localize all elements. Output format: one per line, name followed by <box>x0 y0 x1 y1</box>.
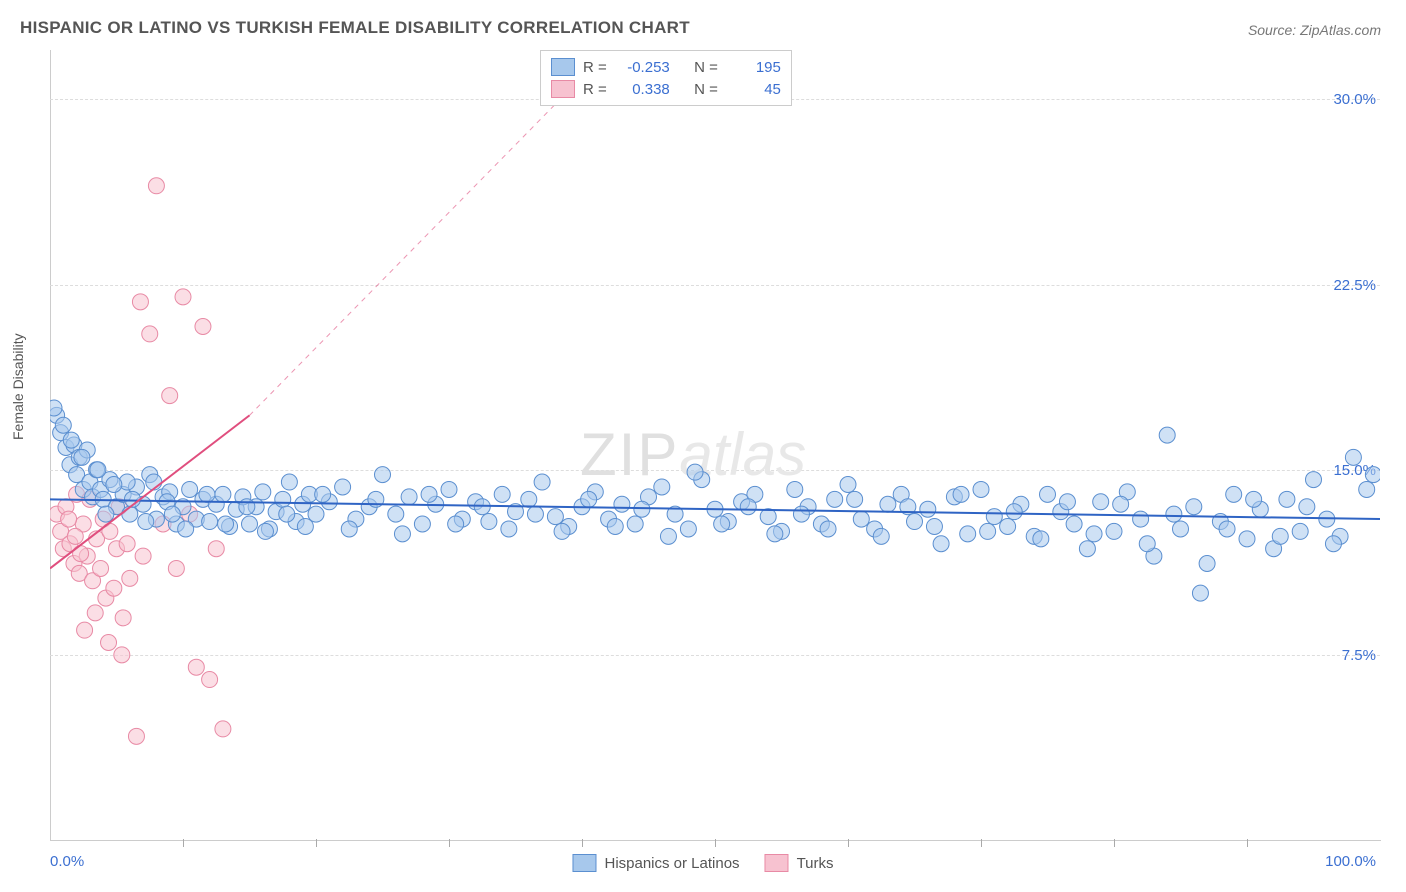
n-label: N = <box>694 59 718 76</box>
stats-row-blue: R = -0.253 N = 195 <box>551 56 781 78</box>
swatch-blue-icon <box>572 854 596 872</box>
source-credit: Source: ZipAtlas.com <box>1248 22 1381 38</box>
y-axis-label: Female Disability <box>10 333 26 440</box>
stats-row-pink: R = 0.338 N = 45 <box>551 78 781 100</box>
r-label: R = <box>583 59 607 76</box>
x-tick-label: 100.0% <box>1325 853 1376 870</box>
legend-label-pink: Turks <box>797 855 834 872</box>
bottom-legend: Hispanics or Latinos Turks <box>572 854 833 872</box>
r-label: R = <box>583 81 607 98</box>
legend-item-blue: Hispanics or Latinos <box>572 854 739 872</box>
r-value-blue: -0.253 <box>615 59 670 76</box>
stats-box: R = -0.253 N = 195 R = 0.338 N = 45 <box>540 50 792 106</box>
legend-item-pink: Turks <box>765 854 834 872</box>
r-value-pink: 0.338 <box>615 81 670 98</box>
n-value-pink: 45 <box>726 81 781 98</box>
swatch-blue <box>551 58 575 76</box>
scatter-plot <box>50 50 1380 840</box>
n-value-blue: 195 <box>726 59 781 76</box>
swatch-pink <box>551 80 575 98</box>
x-tick-label: 0.0% <box>50 853 84 870</box>
chart-title: HISPANIC OR LATINO VS TURKISH FEMALE DIS… <box>20 18 690 38</box>
legend-label-blue: Hispanics or Latinos <box>604 855 739 872</box>
n-label: N = <box>694 81 718 98</box>
swatch-pink-icon <box>765 854 789 872</box>
